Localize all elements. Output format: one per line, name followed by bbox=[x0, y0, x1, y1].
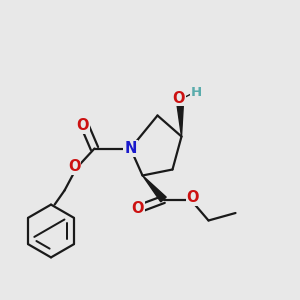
Text: O: O bbox=[68, 159, 80, 174]
Polygon shape bbox=[176, 100, 184, 136]
Text: H: H bbox=[191, 85, 202, 99]
Text: O: O bbox=[187, 190, 199, 206]
Text: O: O bbox=[76, 118, 89, 134]
Text: N: N bbox=[124, 141, 137, 156]
Text: O: O bbox=[172, 91, 185, 106]
Text: O: O bbox=[132, 201, 144, 216]
Polygon shape bbox=[142, 176, 166, 202]
